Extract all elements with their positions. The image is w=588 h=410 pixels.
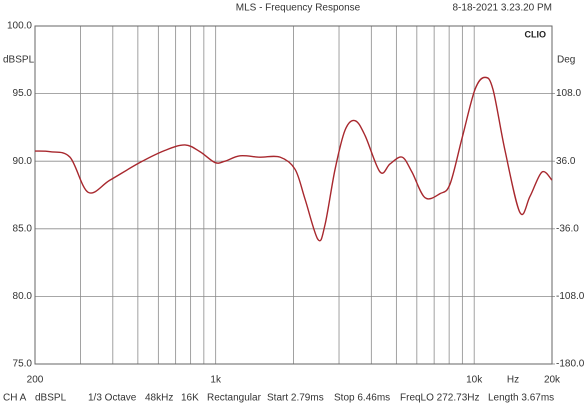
y-axis-label: dBSPL bbox=[3, 55, 35, 66]
footer-item: CH A bbox=[3, 393, 27, 404]
y-tick-label: 75.0 bbox=[13, 359, 33, 370]
footer-item: 48kHz bbox=[145, 393, 173, 404]
footer-item: Stop 6.46ms bbox=[334, 393, 390, 404]
y2-tick-label: 108.0 bbox=[556, 88, 581, 99]
y2-axis-label: Deg bbox=[557, 55, 575, 66]
plot-frame bbox=[34, 25, 553, 365]
timestamp: 8-18-2021 3.23.20 PM bbox=[452, 3, 552, 14]
y2-tick-label: -36.0 bbox=[556, 223, 579, 234]
footer-item: FreqLO 272.73Hz bbox=[400, 393, 480, 404]
y2-tick-label: -180.0 bbox=[556, 359, 585, 370]
brand: CLIO bbox=[525, 29, 547, 39]
x-tick-label: 200 bbox=[27, 375, 44, 386]
footer-item: Rectangular bbox=[207, 393, 262, 404]
y2-tick-label: -108.0 bbox=[556, 291, 585, 302]
y-tick-label: 85.0 bbox=[13, 223, 33, 234]
frequency-response-line bbox=[34, 76, 553, 242]
x-tick-label: 1k bbox=[210, 375, 222, 386]
footer-item: dBSPL bbox=[35, 393, 67, 404]
chart-title: MLS - Frequency Response bbox=[236, 3, 361, 14]
x-tick-label: 20k bbox=[544, 375, 561, 386]
footer-item: Start 2.79ms bbox=[267, 393, 324, 404]
y-tick-label: 100.0 bbox=[7, 21, 32, 32]
x-tick-label: 10k bbox=[466, 375, 483, 386]
y-tick-label: 95.0 bbox=[13, 88, 33, 99]
y-tick-label: 80.0 bbox=[13, 291, 33, 302]
footer-item: 1/3 Octave bbox=[88, 393, 137, 404]
footer-item: Length 3.67ms bbox=[488, 393, 554, 404]
footer-item: 16K bbox=[181, 393, 199, 404]
x-unit-label: Hz bbox=[507, 375, 519, 386]
y2-tick-label: 36.0 bbox=[556, 156, 576, 167]
y-tick-label: 90.0 bbox=[13, 156, 33, 167]
